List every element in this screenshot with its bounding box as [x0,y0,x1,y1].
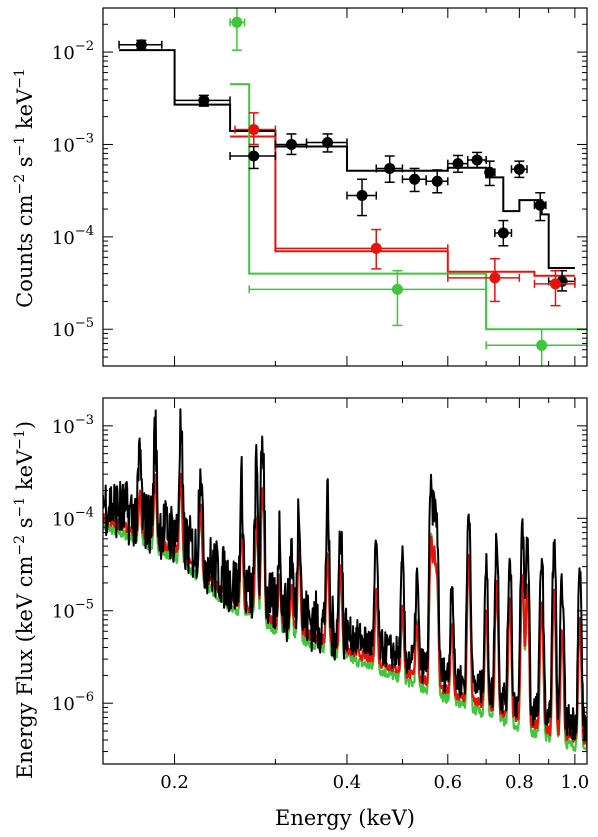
red-data-point [370,242,382,254]
bottom-y-tick-label: 10−3 [52,413,94,438]
tick-base: 10 [52,509,75,530]
bottom-ylabel-exp1: −2 [12,535,28,556]
tick-exponent: −2 [75,39,94,54]
bottom-plot-area [103,408,587,752]
black-data-point [356,190,368,202]
black-data-point [484,166,496,178]
top-y-axis-label: Counts cm−2 s−1 keV−1 [12,68,37,308]
black-data-point [431,175,443,187]
bottom-y-axis-label: Energy Flux (keV cm−2 s−1 keV−1) [12,421,37,779]
bottom-ylabel-end: keV [13,449,37,497]
black-data-point [135,39,147,51]
tick-base: 10 [52,417,75,438]
top-y-tick-label: 10−3 [52,131,94,156]
black-data-point [248,150,260,162]
tick-base: 10 [52,43,75,64]
top-y-tick-label: 10−4 [52,224,94,249]
tick-exponent: −3 [75,413,94,428]
bottom-y-tick-label: 10−4 [52,505,94,530]
top-plot-area [118,8,587,366]
bottom-x-tick-label: 0.8 [505,772,534,793]
top-ylabel-exp1: −2 [12,174,28,195]
black-data-point [452,158,464,170]
tick-base: 10 [52,694,75,715]
black-data-point [409,173,421,185]
tick-exponent: −4 [75,505,94,520]
top-ylabel-main: Counts cm [13,194,37,307]
tick-exponent: −5 [75,316,94,331]
top-axis-ticks: 10−510−410−310−2 [52,7,587,367]
tick-exponent: −3 [75,131,94,146]
black-data-point [198,94,210,106]
black-data-point [384,162,396,174]
tick-exponent: −5 [75,598,94,613]
bottom-x-tick-label: 0.4 [333,772,362,793]
black-data-point [513,163,525,175]
tick-base: 10 [52,320,75,341]
black-data-point [471,154,483,166]
bottom-panel-energy-flux: Energy Flux (keV cm−2 s−1 keV−1) 10−610−… [12,397,590,830]
top-series-group [118,8,587,366]
top-y-tick-label: 10−5 [52,316,94,341]
bottom-y-tick-label: 10−5 [52,598,94,623]
bottom-ylabel-close: ) [13,421,37,429]
black-data-point [497,227,509,239]
bottom-axis-ticks: 10−610−510−410−30.2 0.4 0.6 0.8 1.0 [52,397,590,793]
black-data-point [322,137,334,149]
top-ylabel-exp2: −1 [12,136,28,157]
bottom-ylabel-exp2: −1 [12,497,28,518]
top-plot-frame [102,7,588,367]
green-data-point [536,339,548,351]
top-ylabel-end: keV [13,88,37,136]
x-axis-label: Energy (keV) [275,806,415,830]
bottom-ylabel-mid: s [13,517,37,534]
red-data-point [248,124,260,136]
tick-base: 10 [52,228,75,249]
green-model-step [230,83,587,331]
top-ylabel-mid: s [13,156,37,173]
top-panel-counts: Counts cm−2 s−1 keV−1 10−510−410−310−2 [12,7,588,367]
tick-exponent: −6 [75,690,94,705]
bottom-y-tick-label: 10−6 [52,690,94,715]
green-data-point [231,16,243,28]
top-y-tick-label: 10−2 [52,39,94,64]
bottom-ylabel-main: Energy Flux (keV cm [13,555,37,779]
red-data-point [549,278,561,290]
red-data-point [489,272,501,284]
black-flux-model-line [103,408,587,742]
bottom-series-group [103,408,587,752]
red-model-step [230,135,575,277]
bottom-plot-frame [102,397,588,765]
tick-base: 10 [52,602,75,623]
bottom-ylabel-exp3: −1 [12,429,28,450]
tick-exponent: −4 [75,224,94,239]
black-data-point [534,199,546,211]
bottom-x-tick-label: 0.2 [160,772,189,793]
tick-base: 10 [52,135,75,156]
green-data-point [391,283,403,295]
bottom-x-tick-label: 0.6 [433,772,462,793]
top-ylabel-exp3: −1 [12,68,28,89]
black-data-point [285,138,297,150]
bottom-x-tick-label: 1.0 [561,772,590,793]
